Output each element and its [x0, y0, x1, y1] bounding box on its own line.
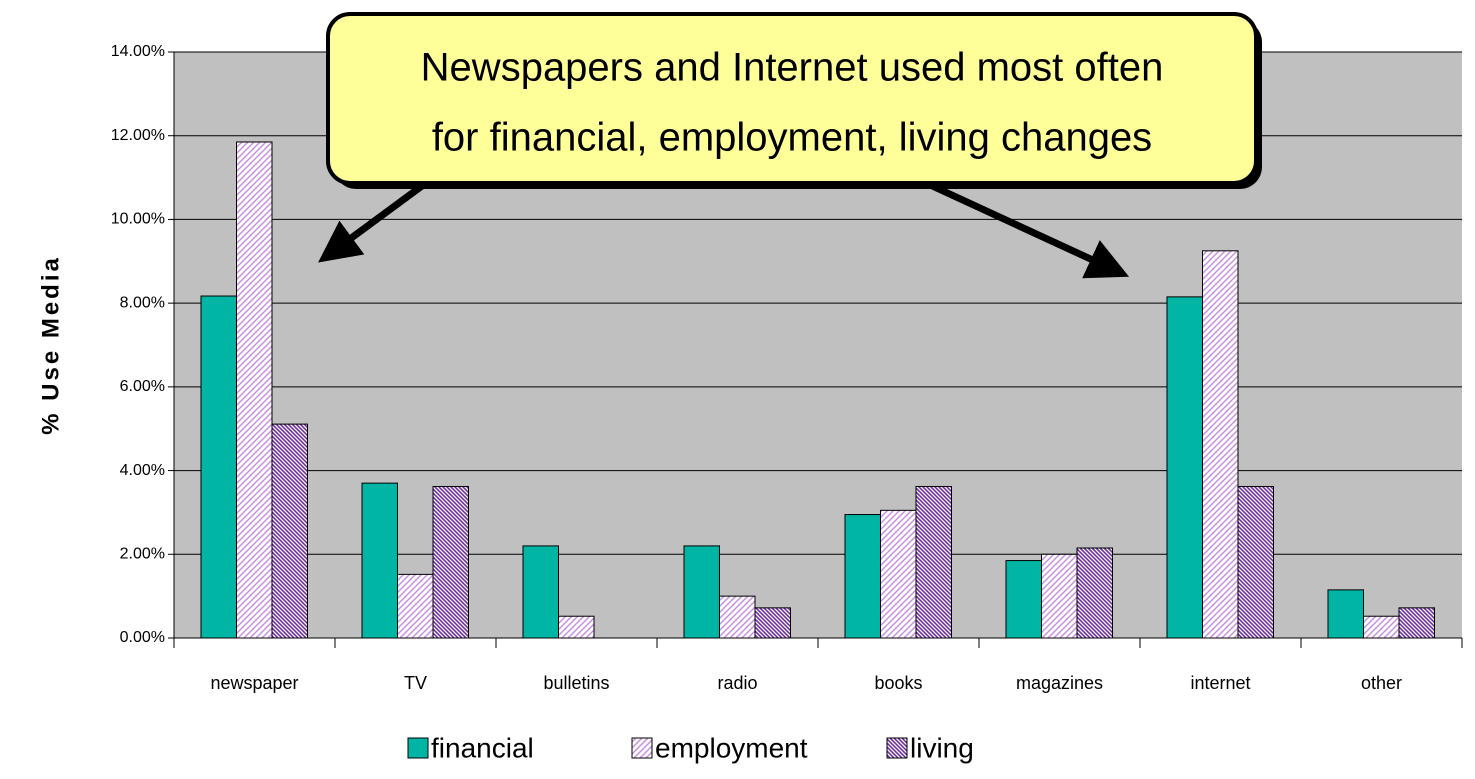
callout-text: for financial, employment, living change…: [432, 116, 1152, 160]
bar: [1005, 560, 1042, 639]
y-tick-label: 14.00%: [111, 43, 165, 60]
y-tick-label: 10.00%: [111, 211, 165, 228]
callout-text: Newspapers and Internet used most often: [421, 46, 1164, 90]
y-tick-label: 6.00%: [120, 378, 165, 395]
bar: [1202, 250, 1239, 639]
legend-swatch: [407, 737, 429, 759]
x-tick-label: newspaper: [210, 673, 298, 693]
bar: [844, 514, 881, 639]
bar: [1327, 589, 1364, 639]
y-axis-label: % Use Media: [37, 255, 64, 435]
legend-swatch: [631, 737, 653, 759]
y-tick-label: 0.00%: [120, 629, 165, 646]
y-tick-label: 12.00%: [111, 127, 165, 144]
bar: [397, 573, 434, 639]
x-tick-label: magazines: [1016, 673, 1103, 693]
bar: [1166, 296, 1203, 639]
legend-swatch: [886, 737, 908, 759]
legend-label: employment: [655, 732, 808, 763]
x-tick-label: TV: [404, 673, 427, 693]
y-tick-label: 4.00%: [120, 462, 165, 479]
legend-label: living: [910, 732, 974, 763]
bar: [719, 595, 756, 639]
bar: [754, 607, 791, 639]
y-tick-label: 2.00%: [120, 546, 165, 563]
bar: [236, 141, 273, 639]
bar: [1076, 547, 1113, 639]
legend-label: financial: [431, 732, 534, 763]
x-tick-label: other: [1361, 673, 1402, 693]
bar: [558, 615, 595, 639]
x-tick-label: bulletins: [543, 673, 609, 693]
bar: [1237, 485, 1274, 639]
bar: [683, 545, 720, 639]
bar: [361, 482, 398, 639]
bar: [1041, 553, 1078, 639]
bar: [880, 509, 917, 639]
bar: [432, 485, 469, 639]
bar: [200, 295, 237, 639]
x-tick-label: internet: [1190, 673, 1250, 693]
x-tick-label: books: [874, 673, 922, 693]
x-tick-label: radio: [717, 673, 757, 693]
arrow: [913, 174, 1130, 279]
bar: [271, 423, 308, 639]
arrow: [318, 177, 433, 263]
callout-box: [326, 12, 1258, 185]
bar: [522, 545, 559, 639]
bar: [1363, 615, 1400, 639]
y-tick-label: 8.00%: [120, 294, 165, 311]
bar: [1398, 607, 1435, 639]
bar: [915, 485, 952, 639]
